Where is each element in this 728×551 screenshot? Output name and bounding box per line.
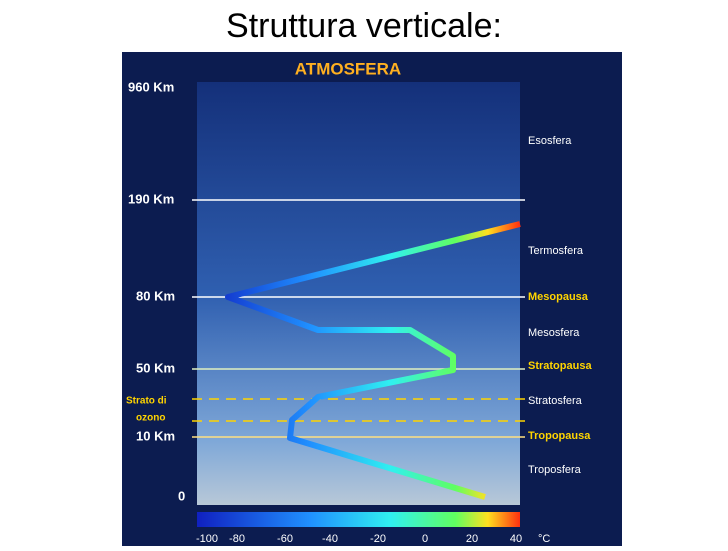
scale-label: -100 [196,533,218,545]
pause-label: Stratopausa [528,360,592,372]
diagram-title: ATMOSFERA [295,59,401,78]
layer-label: Stratosfera [528,395,583,407]
scale-label: 40 [510,533,522,545]
pause-label: Tropopausa [528,430,591,442]
scale-label: -20 [370,533,386,545]
altitude-label: 0 [178,488,185,503]
scale-label: -80 [229,533,245,545]
pause-label: Mesopausa [528,291,589,303]
scale-label: -60 [277,533,293,545]
color-scale [197,512,520,527]
boundaries [192,199,525,438]
scale-label: 20 [466,533,478,545]
ozone-label: Strato di [126,396,167,407]
altitude-label: 960 Km [128,79,174,94]
layer-label: Mesosfera [528,327,580,339]
temperature-profile [225,221,521,500]
altitude-label: 10 Km [136,428,175,443]
slide-title: Struttura verticale: [226,7,502,45]
altitude-label: 80 Km [136,288,175,303]
scale-label: -40 [322,533,338,545]
layer-label: Troposfera [528,464,582,476]
scale-label: 0 [422,533,428,545]
scale-unit: °C [538,533,550,545]
layer-label: Esosfera [528,135,572,147]
layer-label: Termosfera [528,245,584,257]
ozone-label: ozono [136,413,165,424]
altitude-label: 50 Km [136,360,175,375]
altitude-label: 190 Km [128,191,174,206]
